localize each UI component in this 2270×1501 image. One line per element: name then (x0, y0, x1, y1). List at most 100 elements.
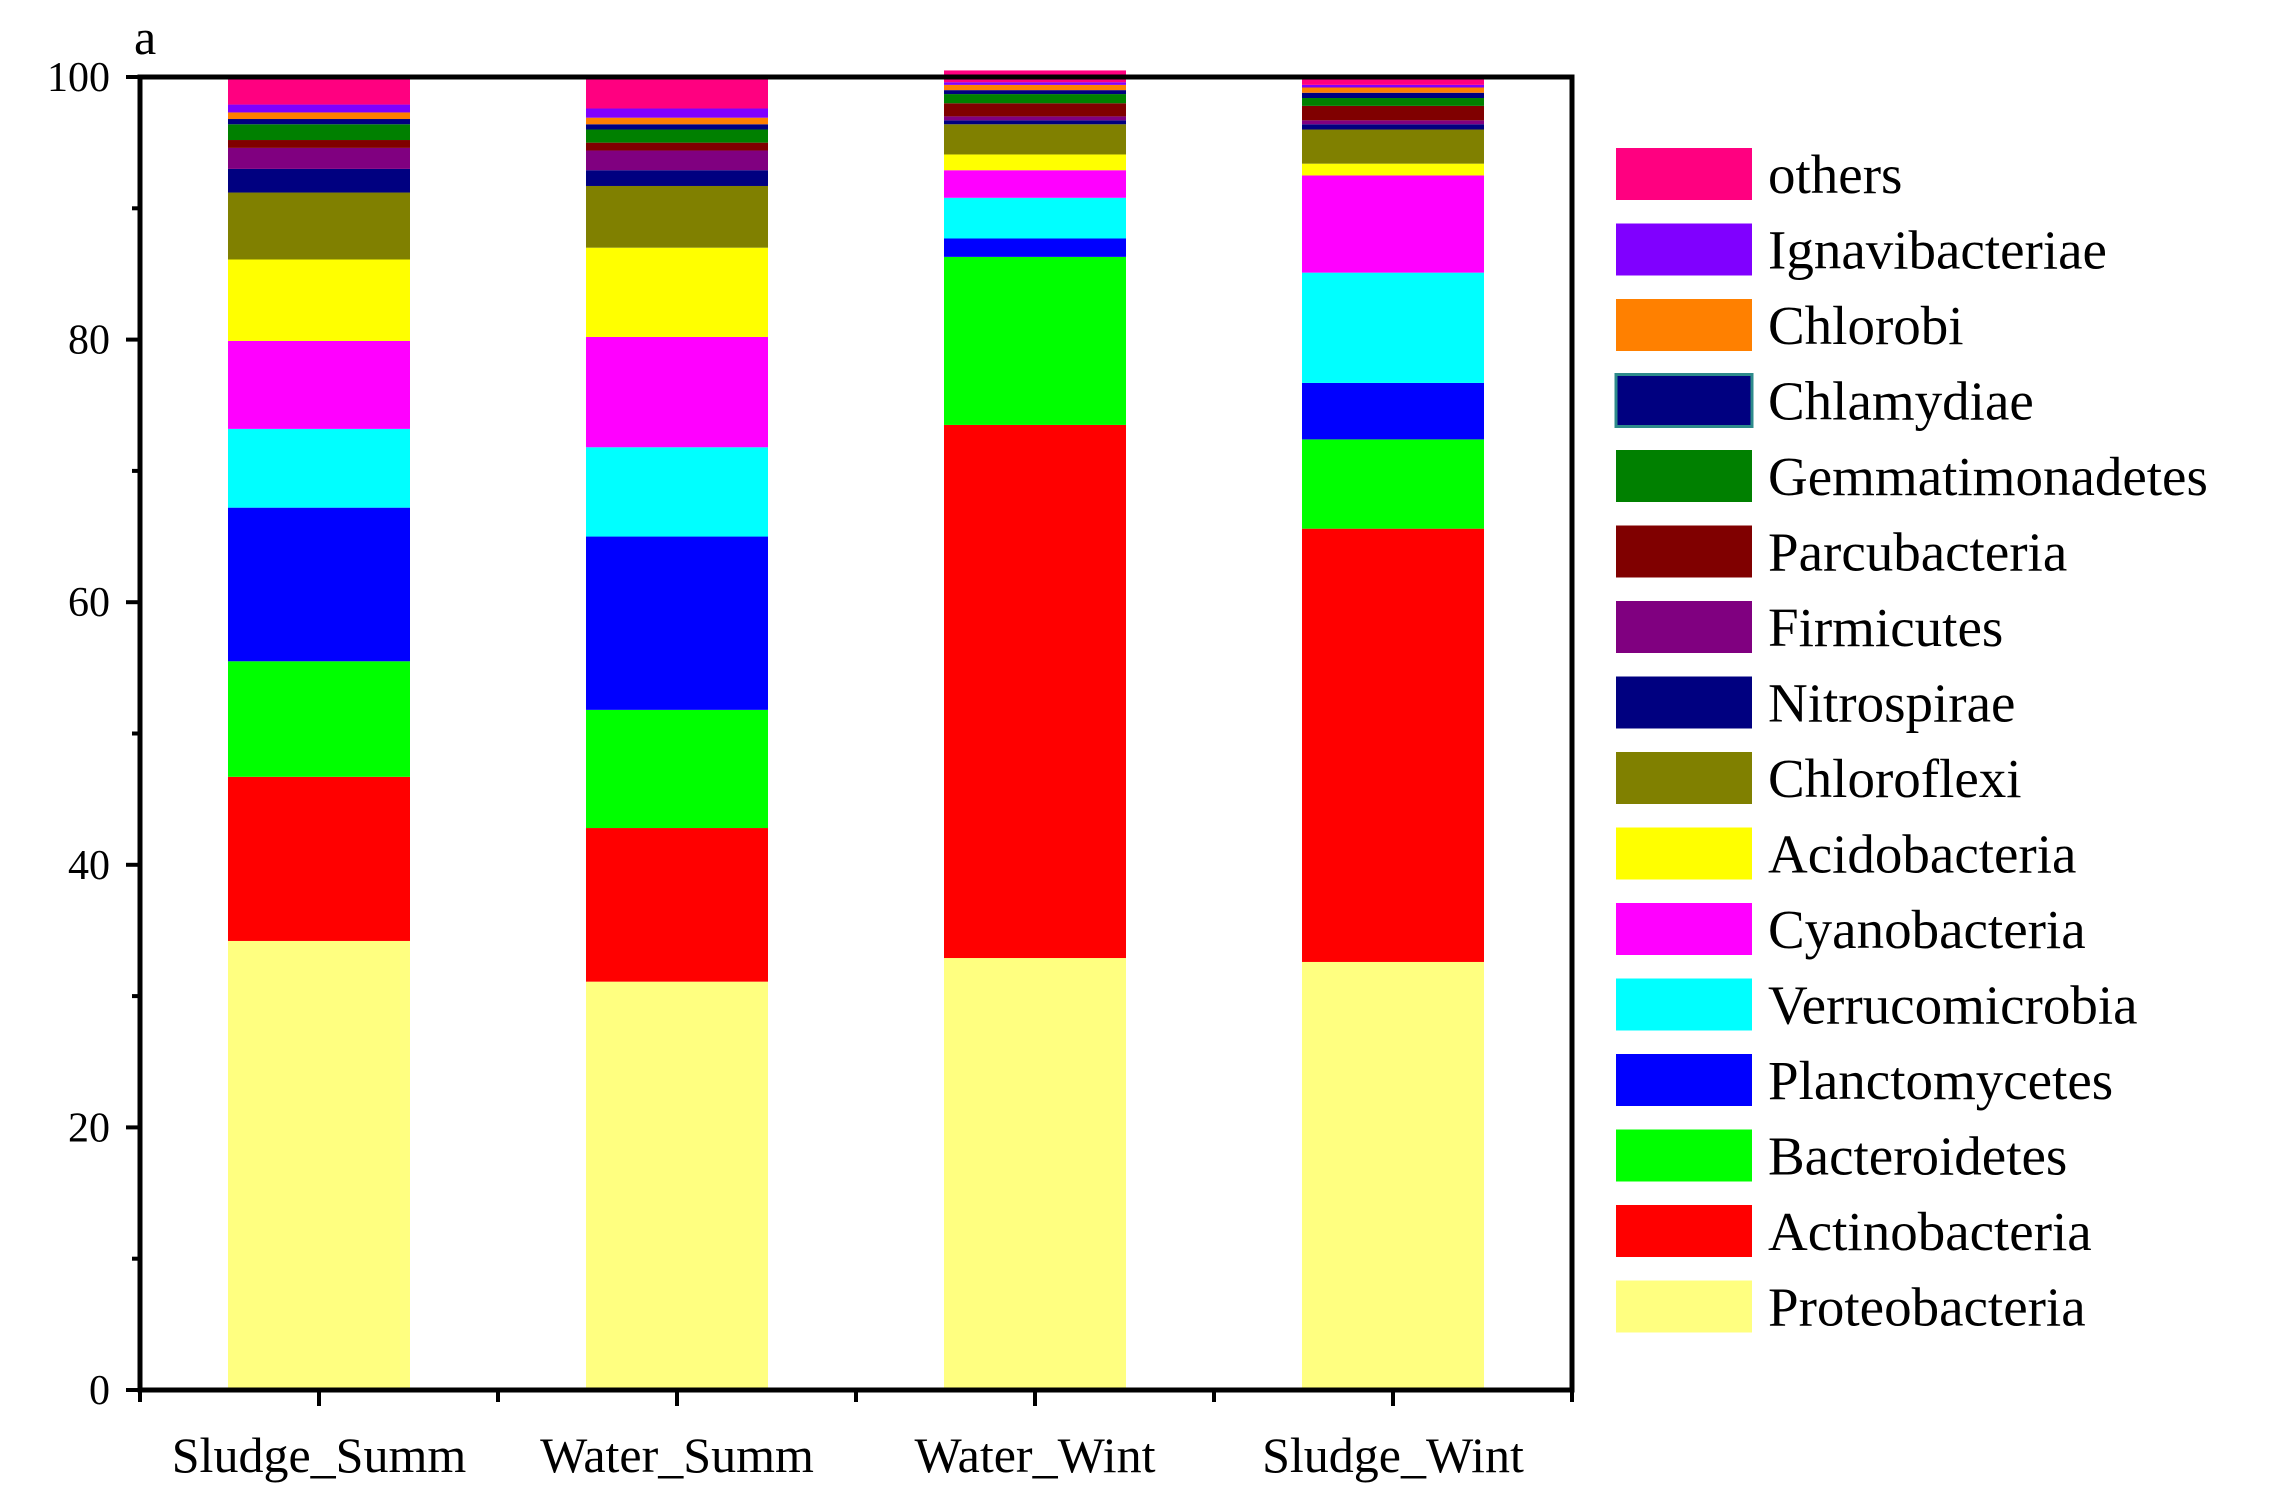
legend-swatch (1616, 450, 1752, 502)
bar-segment-water-wint-firmicutes (944, 116, 1126, 121)
legend-item-proteobacteria: Proteobacteria (1616, 1277, 2086, 1338)
bar-segment-water-wint-cyanobacteria (944, 170, 1126, 198)
bar-segment-sludge-summ-firmicutes (228, 147, 410, 169)
bar-segment-water-summ-firmicutes (586, 150, 768, 171)
bar-segment-water-wint-parcubacteria (944, 103, 1126, 117)
bar-segment-water-wint-chloroflexi (944, 124, 1126, 155)
bar-segment-sludge-summ-chlamydiae (228, 119, 410, 125)
legend-label: Proteobacteria (1768, 1277, 2086, 1338)
bar-segment-water-wint-actinobacteria (944, 424, 1126, 959)
bar-segment-water-wint-acidobacteria (944, 154, 1126, 171)
y-axis: 0 20 40 60 80 100 (47, 55, 140, 1414)
bar-segment-water-summ-verrucomicrobia (586, 447, 768, 537)
bar-segment-water-summ-chlamydiae (586, 124, 768, 130)
bar-segment-water-summ-chlorobi (586, 117, 768, 125)
legend-label: others (1768, 144, 1902, 205)
bar-segment-sludge-summ-planctomycetes (228, 507, 410, 662)
legend-item-planctomycetes: Planctomycetes (1616, 1050, 2113, 1111)
bar-segment-sludge-summ-nitrospirae (228, 168, 410, 193)
x-tick-label-water-summ: Water_Summ (540, 1427, 814, 1483)
bar-segment-sludge-summ-chlorobi (228, 112, 410, 120)
bar-segment-sludge-wint-firmicutes (1302, 120, 1484, 125)
bar-segment-water-summ-others (586, 77, 768, 109)
bar-segment-water-wint-bacteroidetes (944, 256, 1126, 425)
bar-segment-sludge-summ-parcubacteria (228, 140, 410, 148)
legend-swatch (1616, 223, 1752, 276)
bar-segment-sludge-summ-chloroflexi (228, 192, 410, 260)
x-tick-label-water-wint: Water_Wint (914, 1427, 1155, 1483)
legend-label: Actinobacteria (1768, 1201, 2092, 1262)
bar-group-water-wint (944, 70, 1126, 1390)
y-tick-label: 0 (89, 1368, 110, 1414)
bar-segment-sludge-summ-proteobacteria (228, 940, 410, 1390)
legend-item-acidobacteria: Acidobacteria (1616, 824, 2076, 885)
y-tick-label: 60 (68, 580, 110, 626)
legend-item-chloroflexi: Chloroflexi (1616, 748, 2022, 809)
bar-segment-water-wint-chlamydiae (944, 90, 1126, 95)
x-tick-label-sludge-summ: Sludge_Summ (172, 1427, 467, 1483)
legend-swatch (1616, 752, 1752, 804)
legend-swatch (1616, 903, 1752, 955)
bar-segment-water-wint-gemmatimonadetes (944, 94, 1126, 104)
bar-group-sludge-summ (228, 77, 410, 1390)
legend-swatch (1616, 148, 1752, 200)
bar-segment-sludge-wint-cyanobacteria (1302, 175, 1484, 273)
panel-label: a (134, 9, 156, 65)
bar-segment-sludge-summ-actinobacteria (228, 776, 410, 941)
bar-segment-sludge-wint-acidobacteria (1302, 163, 1484, 176)
legend-label: Verrucomicrobia (1768, 975, 2138, 1036)
legend-label: Acidobacteria (1768, 824, 2076, 885)
legend-item-nitrospirae: Nitrospirae (1616, 673, 2015, 734)
bar-segment-water-summ-nitrospirae (586, 170, 768, 186)
legend-item-parcubacteria: Parcubacteria (1616, 522, 2067, 583)
bar-segment-water-summ-acidobacteria (586, 247, 768, 337)
bar-segment-water-summ-actinobacteria (586, 828, 768, 982)
bar-segment-sludge-wint-parcubacteria (1302, 105, 1484, 121)
bar-segment-sludge-wint-planctomycetes (1302, 382, 1484, 440)
legend-item-actinobacteria: Actinobacteria (1616, 1201, 2092, 1262)
legend-swatch (1616, 1129, 1752, 1182)
bar-group-sludge-wint (1302, 77, 1484, 1390)
legend-item-chlamydiae: Chlamydiae (1614, 371, 2034, 432)
legend-swatch (1616, 1205, 1752, 1257)
bar-segment-sludge-wint-gemmatimonadetes (1302, 98, 1484, 106)
bar-segment-water-wint-proteobacteria (944, 958, 1126, 1390)
bar-segment-sludge-summ-bacteroidetes (228, 661, 410, 777)
y-tick-label: 80 (68, 318, 110, 364)
bar-segment-sludge-summ-acidobacteria (228, 259, 410, 341)
bar-segment-sludge-summ-ignavibacteriae (228, 104, 410, 113)
legend-item-verrucomicrobia: Verrucomicrobia (1616, 975, 2138, 1036)
legend-item-others: others (1616, 144, 1902, 205)
bar-segment-water-summ-proteobacteria (586, 981, 768, 1390)
legend-swatch (1616, 676, 1752, 729)
legend-label: Bacteroidetes (1768, 1126, 2067, 1187)
bar-segment-sludge-wint-chloroflexi (1302, 129, 1484, 164)
legend-item-cyanobacteria: Cyanobacteria (1616, 899, 2086, 960)
bar-segment-sludge-summ-cyanobacteria (228, 340, 410, 429)
bar-segment-water-summ-ignavibacteriae (586, 108, 768, 118)
legend-swatch (1616, 525, 1752, 578)
bar-segment-water-wint-planctomycetes (944, 238, 1126, 257)
bar-group-water-summ (586, 77, 768, 1390)
bar-segment-sludge-wint-chlorobi (1302, 87, 1484, 93)
legend-label: Parcubacteria (1768, 522, 2067, 583)
legend-swatch (1616, 827, 1752, 880)
bar-segment-water-wint-chlorobi (944, 84, 1126, 91)
legend-label: Planctomycetes (1768, 1050, 2113, 1111)
legend-item-ignavibacteriae: Ignavibacteriae (1616, 220, 2107, 281)
legend-swatch (1616, 1280, 1752, 1333)
legend-swatch (1616, 978, 1752, 1031)
legend-item-firmicutes: Firmicutes (1616, 597, 2003, 658)
legend-label: Nitrospirae (1768, 673, 2015, 734)
legend-swatch (1614, 373, 1754, 428)
legend-label: Ignavibacteriae (1768, 220, 2107, 281)
legend-item-chlorobi: Chlorobi (1616, 295, 1964, 356)
bar-segment-sludge-wint-actinobacteria (1302, 528, 1484, 962)
bar-segment-water-summ-planctomycetes (586, 536, 768, 710)
bar-segment-water-summ-gemmatimonadetes (586, 129, 768, 143)
bar-segment-sludge-summ-others (228, 77, 410, 105)
bar-segment-sludge-wint-verrucomicrobia (1302, 272, 1484, 383)
y-tick-label: 100 (47, 55, 110, 101)
legend-label: Firmicutes (1768, 597, 2003, 658)
